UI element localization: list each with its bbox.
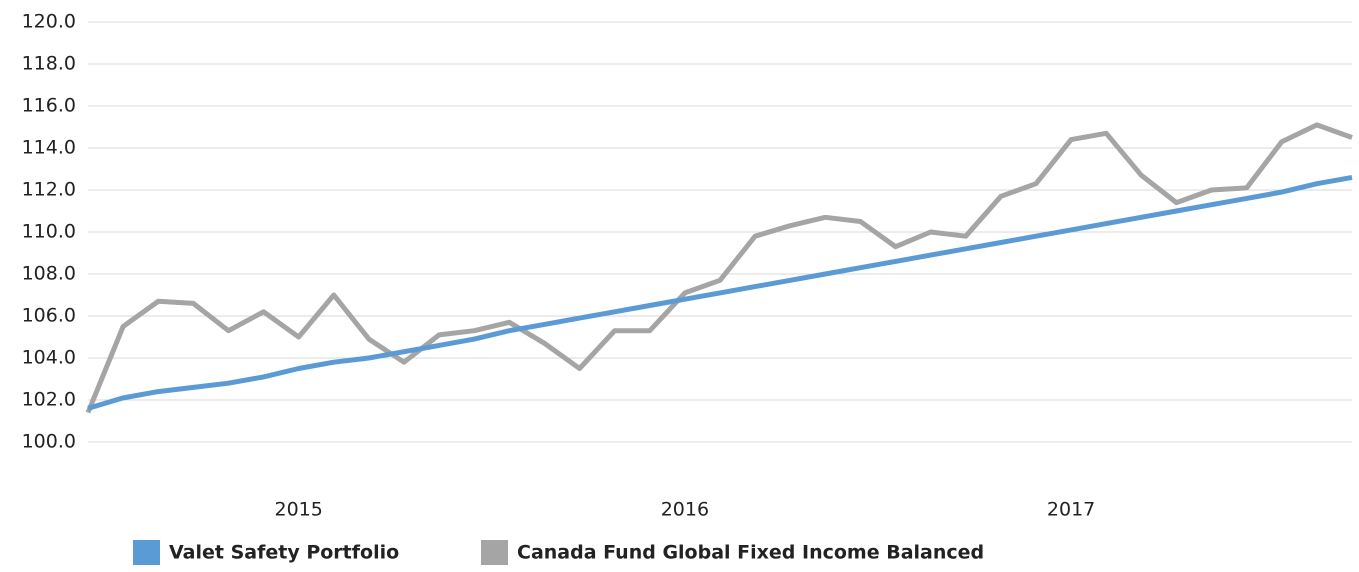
x-tick-label: 2015 [274, 499, 322, 521]
y-tick-label: 102.0 [22, 389, 76, 411]
y-tick-label: 100.0 [22, 431, 76, 453]
legend-label: Valet Safety Portfolio [169, 542, 399, 564]
legend-swatch [133, 540, 160, 565]
series-line [87, 174, 1353, 411]
y-tick-label: 104.0 [22, 347, 76, 369]
y-tick-label: 120.0 [22, 11, 76, 33]
y-tick-label: 118.0 [22, 53, 76, 75]
series-line [85, 122, 1353, 414]
y-tick-label: 106.0 [22, 305, 76, 327]
y-tick-label: 112.0 [22, 179, 76, 201]
x-tick-label: 2016 [661, 499, 709, 521]
x-tick-label: 2017 [1047, 499, 1095, 521]
y-tick-label: 110.0 [22, 221, 76, 243]
legend-label: Canada Fund Global Fixed Income Balanced [517, 542, 984, 564]
legend-swatch [481, 540, 508, 565]
y-tick-label: 114.0 [22, 137, 76, 159]
y-tick-label: 108.0 [22, 263, 76, 285]
y-tick-label: 116.0 [22, 95, 76, 117]
